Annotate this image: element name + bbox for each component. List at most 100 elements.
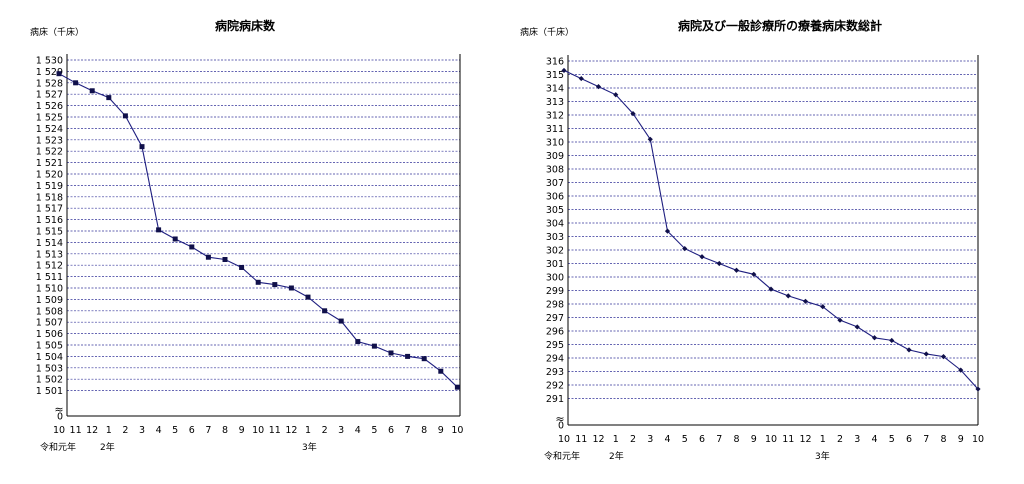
- data-point: [106, 95, 112, 101]
- data-point: [371, 343, 377, 349]
- chart-title: 病院病床数: [215, 18, 276, 33]
- x-tick-label: 5: [682, 434, 688, 445]
- series-line: [58, 73, 458, 388]
- data-point: [355, 339, 361, 345]
- long-term-care-beds-chart-svg: 病院及び一般診療所の療養病床数総計病床（千床）29129229329429529…: [520, 18, 984, 462]
- data-point: [421, 356, 427, 362]
- data-point: [664, 228, 671, 234]
- x-tick-label: 10: [252, 425, 264, 436]
- y-tick-label: 1 511: [36, 272, 63, 283]
- x-tick-label: 4: [871, 434, 877, 445]
- y-tick-label: 316: [546, 57, 564, 68]
- y-tick-label: 292: [546, 381, 564, 392]
- x-tick-label: 10: [972, 434, 984, 445]
- y-tick-label: 310: [546, 138, 564, 149]
- x-tick-label: 9: [751, 434, 757, 445]
- data-point: [733, 267, 740, 273]
- x-tick-label: 12: [799, 434, 811, 445]
- y-tick-label: 311: [546, 124, 564, 135]
- y-tick-label: 1 523: [36, 135, 63, 146]
- x-year-label: 令和元年: [544, 450, 580, 462]
- axis-break-mark: ≈: [555, 413, 564, 426]
- x-tick-label: 10: [558, 434, 570, 445]
- x-year-label: 3年: [302, 441, 317, 453]
- y-tick-label: 1 517: [36, 204, 63, 215]
- x-tick-label: 6: [189, 425, 195, 436]
- y-tick-label: 309: [546, 151, 564, 162]
- x-tick-label: 12: [592, 434, 604, 445]
- x-tick-label: 10: [451, 425, 463, 436]
- data-point: [958, 367, 964, 373]
- y-tick-label: 297: [546, 313, 564, 324]
- data-point: [975, 386, 981, 392]
- data-point: [405, 353, 411, 359]
- x-tick-label: 11: [269, 425, 281, 436]
- x-tick-label: 1: [305, 425, 311, 436]
- x-tick-label: 7: [923, 434, 929, 445]
- x-tick-label: 11: [70, 425, 82, 436]
- x-tick-label: 11: [782, 434, 794, 445]
- data-point: [613, 92, 619, 98]
- x-tick-label: 3: [854, 434, 860, 445]
- y-tick-label: 1 502: [36, 375, 63, 386]
- y-tick-label: 1 525: [36, 113, 63, 124]
- y-tick-label: 1 501: [36, 386, 63, 397]
- data-point: [889, 337, 895, 344]
- y-tick-label: 303: [546, 232, 564, 243]
- y-tick-label: 293: [546, 367, 564, 378]
- y-tick-label: 1 527: [36, 90, 63, 101]
- x-year-label: 2年: [100, 441, 115, 453]
- y-tick-label: 1 515: [36, 227, 63, 238]
- y-tick-label: 1 529: [36, 67, 63, 78]
- data-point: [172, 236, 178, 242]
- x-tick-label: 5: [889, 434, 895, 445]
- y-tick-label: 295: [546, 340, 564, 351]
- data-point: [595, 84, 602, 90]
- data-point: [578, 75, 584, 82]
- x-tick-label: 1: [106, 425, 112, 436]
- x-tick-label: 5: [172, 425, 178, 436]
- series-line: [563, 69, 979, 390]
- y-tick-label: 1 526: [36, 101, 63, 112]
- data-point: [837, 317, 843, 323]
- y-axis-label: 病床（千床）: [30, 26, 84, 38]
- y-tick-label: 1 508: [36, 306, 63, 317]
- y-tick-label: 1 503: [36, 363, 63, 374]
- data-point: [454, 384, 460, 390]
- data-point: [322, 308, 328, 314]
- chart-title: 病院及び一般診療所の療養病床数総計: [678, 18, 882, 33]
- data-point: [785, 293, 791, 299]
- data-point: [156, 227, 162, 233]
- data-point: [768, 286, 774, 292]
- y-tick-label: 0: [558, 421, 564, 432]
- y-tick-label: 1 516: [36, 215, 63, 226]
- y-tick-label: 1 518: [36, 192, 63, 203]
- data-point: [854, 324, 860, 330]
- data-point: [682, 246, 688, 252]
- data-point: [699, 254, 705, 260]
- data-point: [802, 298, 809, 304]
- y-tick-label: 305: [546, 205, 564, 216]
- y-tick-label: 313: [546, 97, 564, 108]
- data-point: [239, 264, 245, 270]
- x-year-label: 令和元年: [40, 441, 76, 453]
- data-point: [73, 80, 79, 86]
- data-point: [89, 88, 95, 94]
- y-tick-label: 1 514: [36, 238, 63, 249]
- y-tick-label: 1 530: [36, 56, 63, 67]
- x-tick-label: 7: [716, 434, 722, 445]
- x-tick-label: 3: [139, 425, 145, 436]
- y-tick-label: 314: [546, 84, 564, 95]
- x-year-label: 3年: [815, 450, 830, 462]
- y-tick-label: 306: [546, 192, 564, 203]
- data-point: [56, 71, 62, 77]
- x-tick-label: 9: [239, 425, 245, 436]
- data-point: [940, 354, 947, 360]
- y-tick-label: 1 512: [36, 261, 63, 272]
- x-tick-label: 1: [820, 434, 826, 445]
- data-point: [820, 304, 826, 310]
- y-tick-label: 1 524: [36, 124, 63, 135]
- data-point: [272, 282, 278, 288]
- x-tick-label: 4: [355, 425, 361, 436]
- x-tick-label: 2: [122, 425, 128, 436]
